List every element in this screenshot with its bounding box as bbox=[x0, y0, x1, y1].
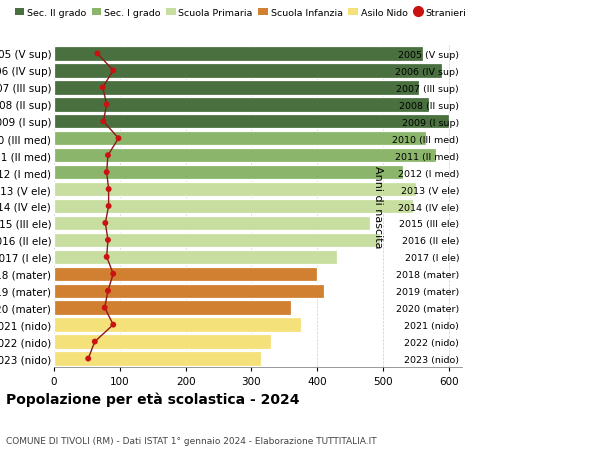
Point bbox=[98, 118, 108, 126]
Bar bbox=[54, 352, 261, 366]
Bar bbox=[54, 183, 416, 197]
Bar bbox=[54, 335, 271, 349]
Point bbox=[101, 220, 110, 227]
Point bbox=[90, 338, 100, 346]
Point bbox=[103, 287, 113, 295]
Point bbox=[103, 237, 113, 244]
Bar bbox=[54, 98, 429, 112]
Bar bbox=[54, 64, 442, 78]
Bar bbox=[54, 267, 317, 281]
Y-axis label: Anni di nascita: Anni di nascita bbox=[373, 165, 383, 248]
Text: Popolazione per età scolastica - 2024: Popolazione per età scolastica - 2024 bbox=[6, 392, 299, 406]
Point bbox=[98, 84, 107, 92]
Point bbox=[102, 254, 112, 261]
Point bbox=[102, 101, 112, 109]
Point bbox=[104, 203, 113, 210]
Point bbox=[92, 50, 102, 58]
Legend: Sec. II grado, Sec. I grado, Scuola Primaria, Scuola Infanzia, Asilo Nido, Stran: Sec. II grado, Sec. I grado, Scuola Prim… bbox=[11, 5, 470, 21]
Point bbox=[109, 321, 118, 329]
Bar bbox=[54, 115, 449, 129]
Bar bbox=[54, 250, 337, 264]
Point bbox=[100, 304, 109, 312]
Bar bbox=[54, 301, 291, 315]
Point bbox=[102, 169, 112, 176]
Bar bbox=[54, 149, 436, 163]
Bar bbox=[54, 166, 403, 180]
Bar bbox=[54, 199, 413, 214]
Bar bbox=[54, 81, 419, 95]
Text: COMUNE DI TIVOLI (RM) - Dati ISTAT 1° gennaio 2024 - Elaborazione TUTTITALIA.IT: COMUNE DI TIVOLI (RM) - Dati ISTAT 1° ge… bbox=[6, 436, 377, 445]
Point bbox=[109, 270, 118, 278]
Bar bbox=[54, 233, 380, 247]
Bar bbox=[54, 216, 370, 231]
Bar bbox=[54, 318, 301, 332]
Point bbox=[109, 67, 118, 75]
Point bbox=[113, 135, 123, 143]
Bar bbox=[54, 47, 422, 62]
Bar bbox=[54, 284, 324, 298]
Point bbox=[103, 152, 113, 159]
Point bbox=[83, 355, 93, 363]
Point bbox=[104, 186, 113, 193]
Bar bbox=[54, 132, 426, 146]
